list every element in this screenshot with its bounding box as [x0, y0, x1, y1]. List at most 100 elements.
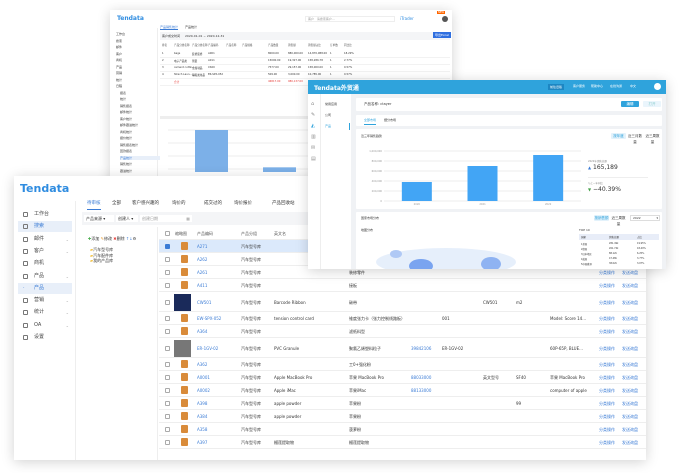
itrader-link[interactable]: iTrader	[400, 16, 414, 21]
table-row[interactable]: EW-SPX-052 汽车型号库 tension control card 锥度张力卡…	[159, 312, 646, 325]
sidebar-item[interactable]: 邮件跟进统计	[120, 123, 139, 127]
classify-action[interactable]: 分类操作	[599, 270, 615, 275]
table-row[interactable]: 4 Strech Laun... 睡眠类用品 ER-SPX-052 509.00 3,00…	[160, 72, 450, 79]
row-checkbox[interactable]	[165, 375, 170, 380]
chart-bar[interactable]	[263, 167, 296, 172]
cell-code[interactable]: CW501	[197, 299, 212, 305]
cell-code[interactable]: A364	[197, 329, 208, 334]
avatar[interactable]	[442, 16, 448, 22]
product-thumbnail[interactable]	[181, 280, 188, 289]
classify-action[interactable]: 分类操作	[599, 316, 615, 321]
table-row[interactable]: CW501 汽车型号库 Barcode Ribbon 碳带 CW501 m2 分类操作 发送询…	[159, 292, 646, 312]
tree-node[interactable]: ▰汽车型号库	[90, 247, 113, 253]
sidebar-item[interactable]: 搜索	[116, 38, 123, 43]
map-region-china[interactable]	[481, 257, 501, 269]
home-icon[interactable]: ⌂	[311, 101, 315, 107]
table-row[interactable]: 1 bags 装修装修 A001 8000.00 880,000.00 14,870,988…	[160, 51, 450, 58]
table-row[interactable]: A384 汽车型号库 apple powder 苹果粉 分类操作 发送询盘	[159, 410, 646, 423]
nav-product[interactable]: 产品	[325, 124, 332, 128]
year-select[interactable]: 2022 ▾	[630, 215, 660, 221]
edit-button[interactable]: 编辑	[621, 101, 639, 107]
tab-4[interactable]: 成交过的	[204, 201, 222, 206]
document-icon[interactable]: ▤	[311, 156, 316, 162]
sidebar-item-10[interactable]: 设置	[18, 332, 72, 343]
header-cell[interactable]: 同比比	[344, 44, 352, 47]
row-checkbox[interactable]	[165, 329, 170, 334]
product-photo[interactable]	[174, 339, 191, 357]
open-button[interactable]: 打开	[643, 101, 661, 107]
cell-code[interactable]: A358	[197, 427, 208, 432]
sidebar-item-2[interactable]: 邮件 ⌄	[18, 234, 72, 245]
delete-button[interactable]: 删除	[116, 236, 125, 241]
send-inquiry-action[interactable]: 发送询盘	[622, 375, 638, 380]
sidebar-item[interactable]: 统计	[120, 97, 127, 101]
classify-action[interactable]: 分类操作	[599, 427, 615, 432]
product-thumbnail[interactable]	[181, 359, 188, 368]
header-cell[interactable]: 产品数量	[268, 44, 279, 47]
move-down-icon[interactable]: ↓	[129, 236, 133, 241]
cell-code[interactable]: A0002	[197, 388, 210, 393]
header-cell[interactable]: 产品分类名称	[174, 44, 190, 47]
table-row[interactable]: A0001 汽车型号库 Apple MacBook Pro 苹果 MacBook Pr…	[159, 371, 646, 384]
classify-action[interactable]: 分类操作	[599, 388, 615, 393]
gear-icon[interactable]: ⚙	[132, 236, 137, 241]
cell-code[interactable]: A398	[197, 401, 208, 406]
tab-3[interactable]: 询价的	[172, 201, 186, 206]
date-range[interactable]: 2020-01-01 ~ 2020-12-31	[185, 34, 225, 38]
table-row[interactable]: A364 汽车型号库 滤纸料型 分类操作 发送询盘	[159, 325, 646, 338]
send-inquiry-action[interactable]: 发送询盘	[622, 401, 638, 406]
tab-product-sales[interactable]: 产品销售统计	[160, 25, 179, 30]
send-inquiry-action[interactable]: 发送询盘	[622, 388, 638, 393]
sidebar-item-8[interactable]: 统计 ⌄	[18, 307, 72, 318]
chat-link[interactable]: 在线沟通	[610, 84, 623, 88]
edit-icon[interactable]: ✎	[311, 112, 316, 118]
header-cell[interactable]: 订单数	[330, 44, 338, 47]
cell-code[interactable]: A397	[197, 440, 208, 445]
send-inquiry-action[interactable]: 发送询盘	[622, 283, 638, 288]
header-group[interactable]: 产品分组	[241, 231, 257, 236]
row-checkbox[interactable]	[165, 345, 170, 351]
cell-code[interactable]: A384	[197, 414, 208, 419]
product-thumbnail[interactable]	[181, 267, 188, 276]
row-checkbox[interactable]	[165, 270, 170, 275]
row-checkbox[interactable]	[165, 427, 170, 432]
table-row[interactable]: A0002 汽车型号库 Apple iMac 苹果iMac 88133000 comput…	[159, 384, 646, 397]
filter-select[interactable]: 客户成交时间	[162, 34, 181, 38]
sidebar-item[interactable]: 销售报表	[120, 103, 133, 108]
product-thumbnail[interactable]	[181, 385, 188, 394]
tab-1[interactable]: 全部	[112, 201, 121, 206]
classify-action[interactable]: 分类操作	[599, 375, 615, 380]
map-region-usa[interactable]	[409, 259, 433, 269]
move-up-icon[interactable]: ↑	[125, 236, 130, 241]
tab-6[interactable]: 产品回收站	[272, 201, 295, 206]
sidebar-item[interactable]: 回款报表	[120, 149, 133, 153]
row-checkbox[interactable]	[165, 362, 170, 367]
sidebar-item-5[interactable]: 产品 ⌄	[18, 271, 72, 282]
tree-node[interactable]: ▰汽车配件库	[90, 253, 113, 259]
avatar[interactable]	[654, 83, 661, 90]
header-cell[interactable]: 排名	[162, 44, 168, 47]
table-row[interactable]: A397 汽车型号库 榴莲提取物 榴莲提取物 分类操作 发送询盘	[159, 436, 646, 449]
top-table-row[interactable]: 2德国 261.74k 18.49%	[579, 246, 659, 251]
top-table-row[interactable]: 1美国 281.49k 19.95%	[579, 241, 659, 246]
send-inquiry-action[interactable]: 发送询盘	[622, 362, 638, 367]
sidebar-item[interactable]: 销售报表统计	[120, 142, 139, 147]
sidebar-item[interactable]: 产品	[116, 64, 123, 69]
send-inquiry-action[interactable]: 发送询盘	[622, 329, 638, 334]
sidebar-item-0[interactable]: 工作台	[18, 209, 72, 220]
table-row[interactable]: A411 汽车型号库 接板 分类操作 发送询盘	[159, 279, 646, 292]
top-table-row[interactable]: 3日本地区 88.12k 6.25%	[579, 251, 659, 256]
table-row[interactable]: 3 cement cuttin... 金属制品 CS00 7577.00 29,157.0…	[160, 65, 450, 72]
send-inquiry-action[interactable]: 发送询盘	[622, 427, 638, 432]
classify-action[interactable]: 分类操作	[599, 329, 615, 334]
tab-product-stats[interactable]: 产品统计	[185, 25, 198, 29]
tab-0[interactable]: 待审核	[87, 200, 101, 210]
cell-c1[interactable]: 88033000	[411, 375, 432, 380]
classify-action[interactable]: 分类操作	[599, 345, 615, 351]
tab-5[interactable]: 询价报价	[234, 201, 252, 206]
chart-bar[interactable]	[467, 166, 498, 201]
range-year-button[interactable]: 按年度	[611, 133, 626, 139]
chart-bar[interactable]	[401, 182, 432, 201]
sidebar-item-1[interactable]: 搜索	[18, 221, 72, 233]
sidebar-item[interactable]: 商机	[116, 58, 123, 62]
